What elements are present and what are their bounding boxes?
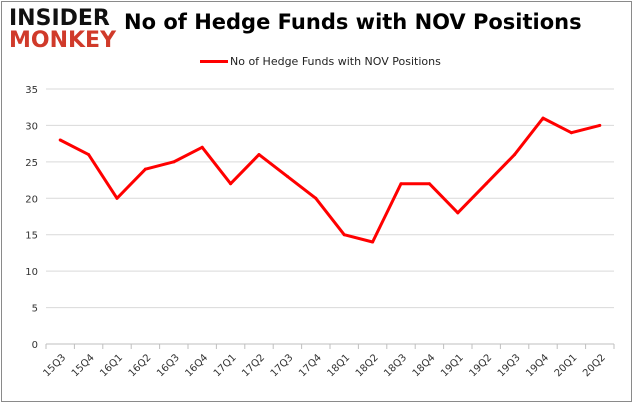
- x-tick-label: 16Q2: [127, 352, 154, 379]
- data-point: [172, 160, 176, 164]
- x-tick-label: 17Q4: [297, 352, 324, 379]
- legend-swatch: [200, 60, 228, 63]
- y-tick-label: 5: [32, 304, 38, 315]
- x-tick-label: 19Q1: [439, 352, 466, 379]
- data-point: [200, 145, 204, 149]
- data-point: [427, 182, 431, 186]
- data-point: [371, 240, 375, 244]
- x-tick-label: 18Q4: [411, 352, 438, 379]
- data-point: [598, 123, 602, 127]
- x-tick-label: 16Q3: [155, 352, 182, 379]
- y-tick-label: 0: [32, 340, 38, 351]
- x-tick-label: 18Q2: [354, 352, 381, 379]
- data-point: [143, 167, 147, 171]
- legend-label: No of Hedge Funds with NOV Positions: [230, 55, 441, 68]
- data-point: [513, 153, 517, 157]
- x-tick-label: 20Q2: [581, 352, 608, 379]
- x-tick-label: 20Q1: [553, 352, 580, 379]
- data-point: [541, 116, 545, 120]
- x-tick-label: 17Q2: [240, 352, 267, 379]
- data-point: [342, 233, 346, 237]
- data-point: [229, 182, 233, 186]
- data-point: [115, 196, 119, 200]
- data-point: [399, 182, 403, 186]
- y-tick-label: 15: [25, 231, 38, 242]
- data-point: [314, 196, 318, 200]
- series-line: [59, 116, 601, 244]
- data-point: [569, 131, 573, 135]
- x-tick-label: 19Q2: [467, 352, 494, 379]
- x-tick-label: 15Q4: [70, 352, 97, 379]
- y-tick-label: 20: [25, 194, 38, 205]
- y-tick-label: 30: [25, 121, 38, 132]
- data-point: [285, 174, 289, 178]
- data-point: [456, 211, 460, 215]
- y-tick-label: 35: [25, 85, 38, 96]
- data-point: [257, 153, 261, 157]
- y-tick-label: 10: [25, 267, 38, 278]
- y-tick-label: 25: [25, 158, 38, 169]
- x-tick-label: 17Q1: [212, 352, 239, 379]
- x-tick-label: 16Q4: [183, 352, 210, 379]
- chart-title: No of Hedge Funds with NOV Positions: [124, 10, 582, 34]
- x-tick-label: 18Q1: [325, 352, 352, 379]
- data-point: [484, 182, 488, 186]
- x-tick-label: 17Q3: [269, 352, 296, 379]
- legend: No of Hedge Funds with NOV Positions: [200, 55, 441, 68]
- data-point: [87, 153, 91, 157]
- logo-insider: INSIDER: [9, 6, 110, 31]
- logo-monkey: MONKEY: [9, 28, 117, 53]
- x-tick-label: 18Q3: [382, 352, 409, 379]
- x-tick-label: 19Q3: [496, 352, 523, 379]
- x-tick-label: 16Q1: [98, 352, 125, 379]
- x-tick-label: 15Q3: [41, 352, 68, 379]
- data-point: [58, 138, 62, 142]
- x-tick-label: 19Q4: [524, 352, 551, 379]
